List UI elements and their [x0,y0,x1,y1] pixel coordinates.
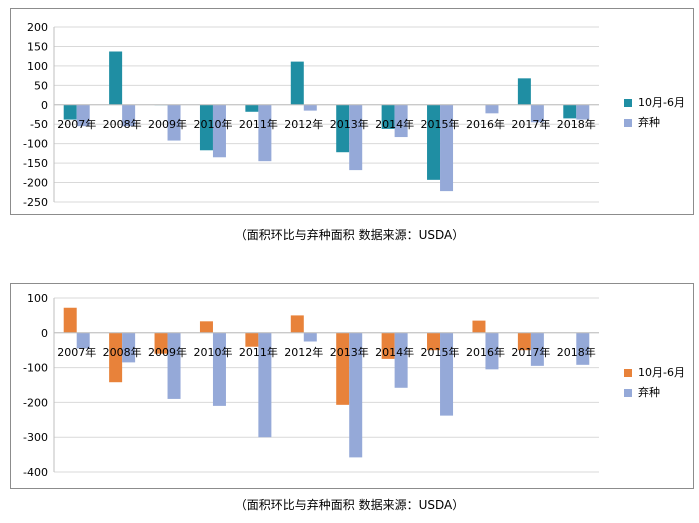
bar-series-1 [517,332,531,351]
legend-label-series-1: 10月-6月 [638,96,685,109]
y-tick-label: -300 [23,431,48,444]
bar-series-2 [394,332,408,388]
x-tick-label: 2017年 [511,345,550,359]
bar-series-2 [303,332,317,342]
bar-series-1 [517,78,531,105]
bar-series-1 [381,332,395,359]
legend-label-series-1: 10月-6月 [638,366,685,379]
y-tick-label: -400 [23,466,48,479]
bar-series-1 [381,104,395,129]
bar-series-2 [440,104,454,192]
bar-series-2 [349,104,363,171]
bar-series-1 [427,332,441,351]
bar-series-2 [212,332,226,406]
bar-series-2 [122,332,136,363]
bar-series-1 [63,104,77,120]
x-tick-label: 2018年 [557,345,596,359]
bar-series-1 [245,332,259,347]
bar-series-2 [122,104,136,127]
x-tick-label: 2009年 [148,117,187,131]
bar-series-1 [427,104,441,180]
x-tick-label: 2017年 [511,117,550,131]
legend-label-series-2: 弃种 [638,116,660,129]
bar-series-1 [290,315,304,333]
bar-series-1 [63,307,77,333]
legend-swatch-series-1 [624,369,632,377]
y-tick-label: 200 [27,21,48,34]
bar-series-2 [76,332,90,349]
bar-series-2 [530,332,544,366]
chart-1-plot: 200 150 100 50 0 -50 -100 -150 -200 -250 2007年 2008… [23,21,599,209]
chart-2-caption: （面积环比与弃种面积 数据来源：USDA） [234,498,465,512]
y-tick-label: 0 [41,327,48,340]
bar-series-2 [76,104,90,127]
x-tick-label: 2016年 [466,117,505,131]
bar-series-1 [245,104,259,112]
y-tick-label: -50 [30,118,48,131]
bar-series-2 [394,104,408,138]
bar-series-2 [485,332,499,370]
bar-series-2 [440,332,454,416]
bar-series-2 [349,332,363,458]
bar-series-2 [212,104,226,158]
bar-series-1 [199,104,213,151]
y-tick-label: -100 [23,138,48,151]
bar-series-1 [199,321,213,333]
y-tick-label: 0 [41,99,48,112]
x-tick-label: 2016年 [466,345,505,359]
bar-series-2 [258,332,272,438]
chart-panel-1: 200 150 100 50 0 -50 -100 -150 -200 -250 2007年 2008… [10,8,694,215]
y-tick-label: 100 [27,292,48,305]
y-tick-label: -100 [23,362,48,375]
bar-series-1 [290,61,304,105]
bar-series-1 [154,332,168,354]
bar-series-2 [167,104,181,141]
bar-series-2 [258,104,272,162]
y-tick-label: -200 [23,396,48,409]
legend-label-series-2: 弃种 [638,386,660,399]
bar-series-1 [336,332,350,405]
x-tick-label: 2015年 [421,117,460,131]
y-tick-label: -250 [23,196,48,209]
bar-series-1 [472,320,486,333]
chart-1-caption: （面积环比与弃种面积 数据来源：USDA） [234,228,465,242]
x-tick-label: 2012年 [284,345,323,359]
x-tick-label: 2014年 [375,345,414,359]
y-tick-label: -150 [23,157,48,170]
x-tick-label: 2008年 [103,345,142,359]
y-tick-label: 150 [27,40,48,53]
x-tick-label: 2013年 [330,345,369,359]
x-tick-label: 2013年 [330,117,369,131]
bar-series-1 [109,332,123,383]
chart-2-plot: 100 0 -100 -200 -300 -400 2007年 2008年 2009年 2010年… [23,292,599,479]
bar-series-2 [576,104,590,120]
x-tick-label: 2007年 [57,117,96,131]
x-tick-label: 2007年 [57,345,96,359]
legend-swatch-series-2 [624,389,632,397]
bar-series-1 [563,104,577,119]
bar-series-2 [530,104,544,123]
bar-series-2 [167,332,181,399]
chart-panel-2: 100 0 -100 -200 -300 -400 2007年 2008年 2009年 2010年… [10,283,694,489]
y-tick-label: 50 [34,79,48,92]
y-tick-label: -200 [23,177,48,190]
x-tick-label: 2011年 [239,345,278,359]
x-tick-label: 2010年 [193,117,232,131]
x-tick-label: 2008年 [103,117,142,131]
bar-series-2 [303,104,317,111]
y-tick-label: 100 [27,60,48,73]
bar-series-1 [336,104,350,153]
x-tick-label: 2015年 [421,345,460,359]
x-tick-label: 2009年 [148,345,187,359]
x-tick-label: 2010年 [193,345,232,359]
legend-swatch-series-1 [624,99,632,107]
bar-series-2 [485,104,499,114]
legend-swatch-series-2 [624,119,632,127]
x-tick-label: 2018年 [557,117,596,131]
bar-series-2 [576,332,590,365]
bar-series-1 [109,51,123,105]
x-tick-label: 2011年 [239,117,278,131]
x-tick-label: 2014年 [375,117,414,131]
x-tick-label: 2012年 [284,117,323,131]
